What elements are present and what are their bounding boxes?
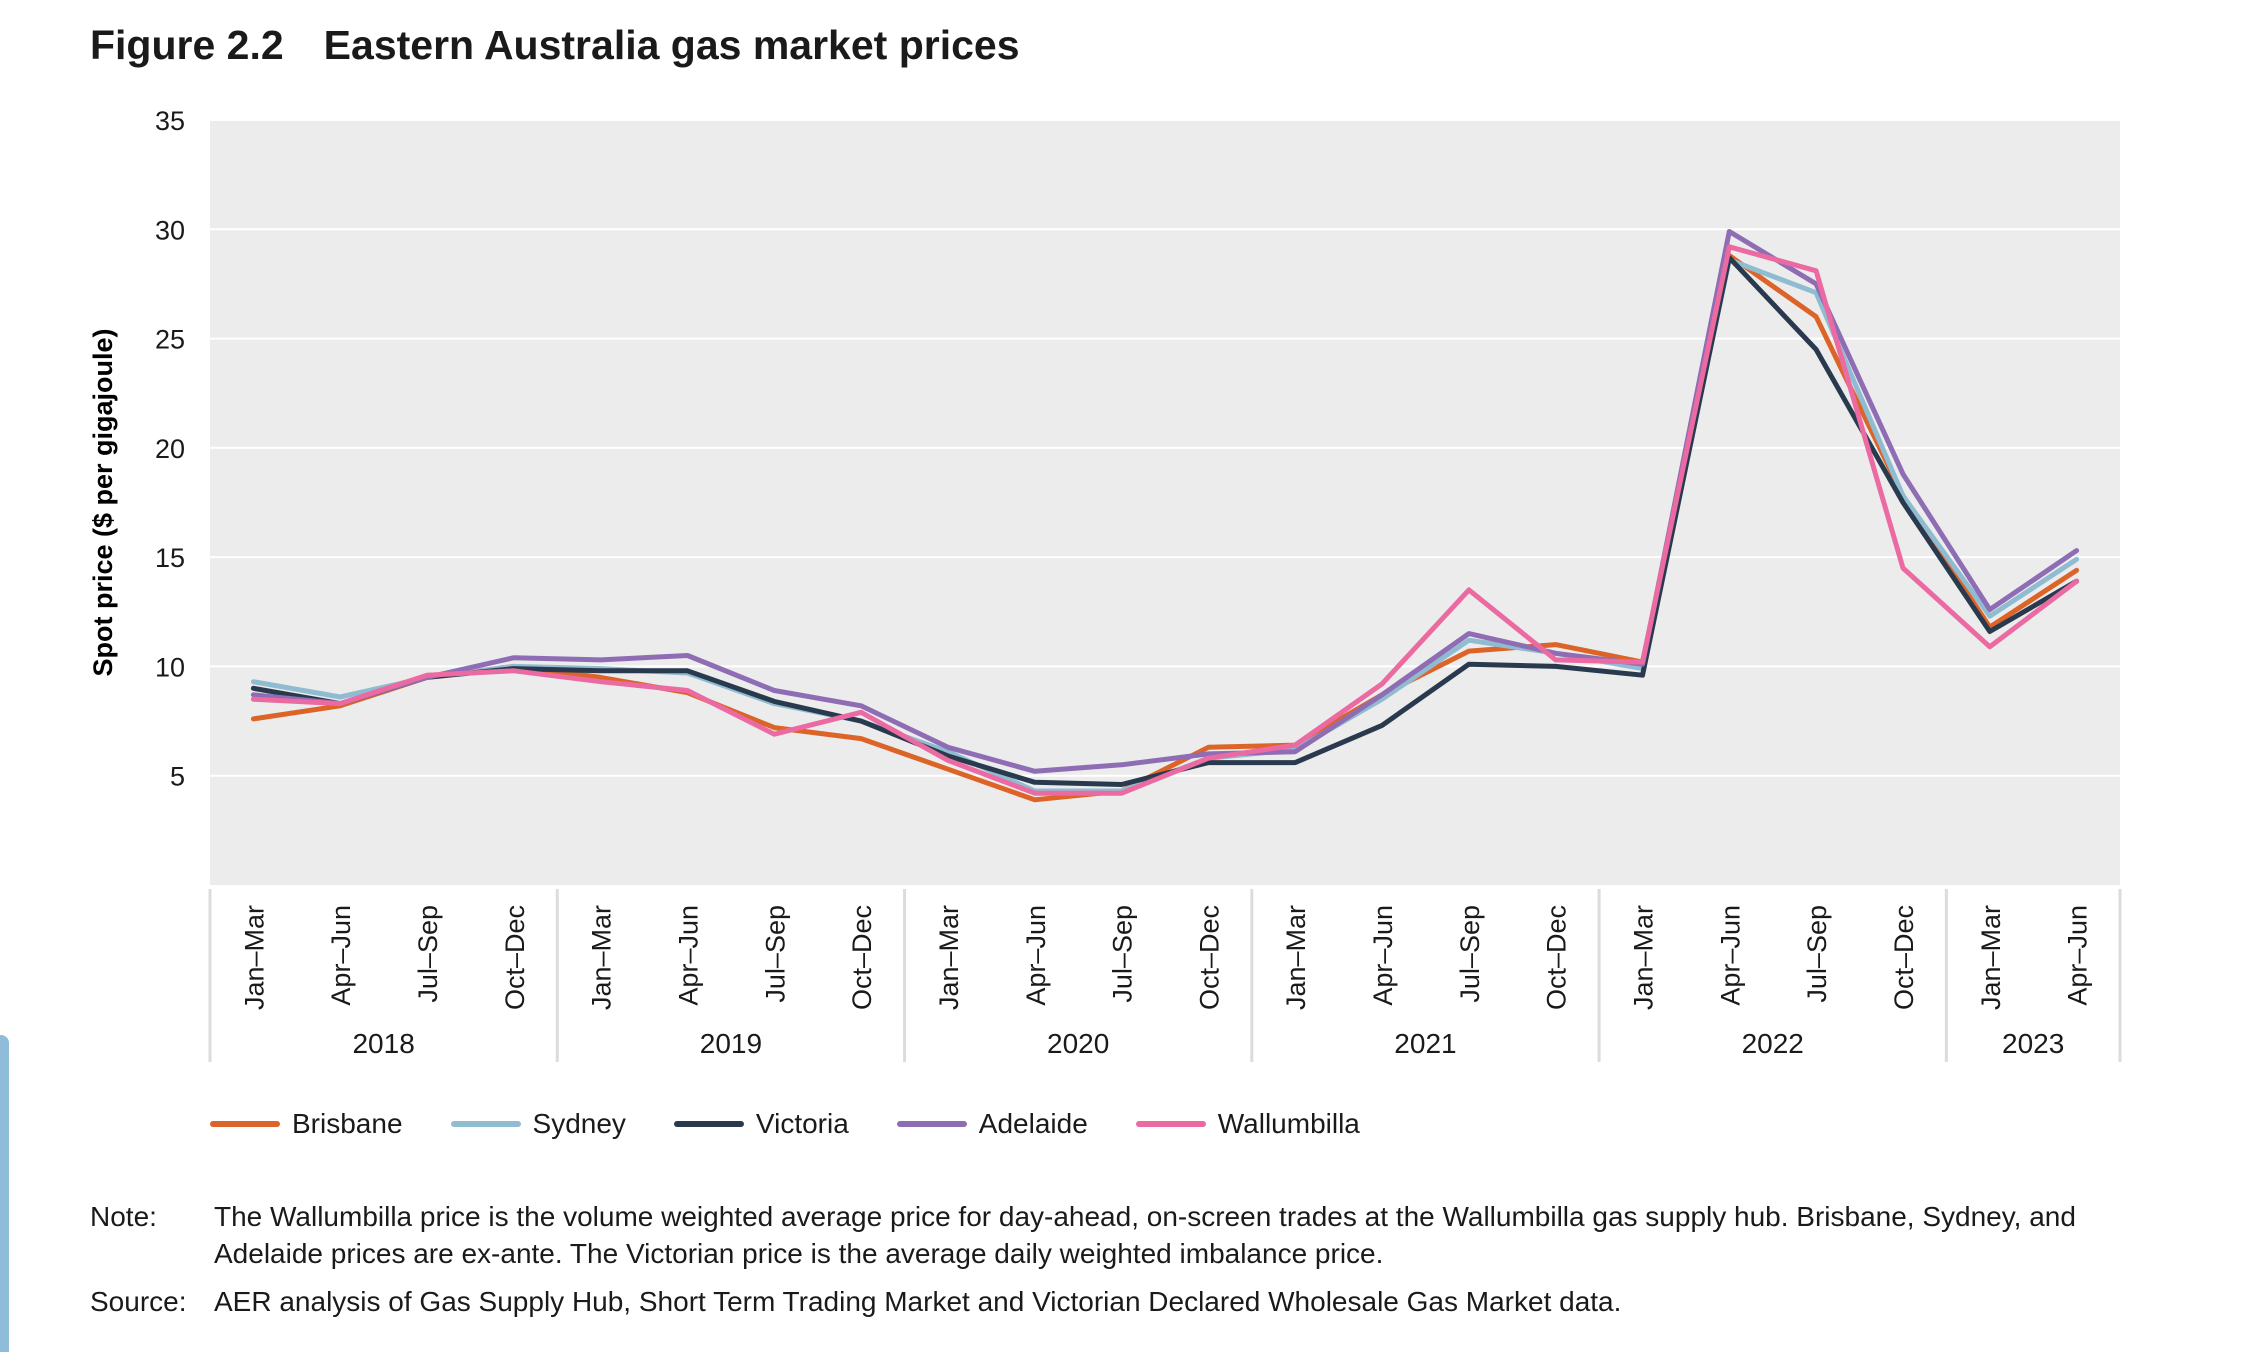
- legend-item: Brisbane: [210, 1108, 403, 1140]
- legend-swatch: [450, 1121, 521, 1127]
- legend: Brisbane Sydney Victoria Adelaide Wallumbill…: [210, 1108, 1408, 1140]
- source-label: Source:: [90, 1286, 187, 1317]
- x-tick-label: Jan–Mar: [1976, 905, 2006, 1010]
- x-year-label: 2022: [1742, 1028, 1804, 1059]
- x-tick-label: Jul–Sep: [1455, 905, 1485, 1003]
- x-year-label: 2019: [700, 1028, 762, 1059]
- x-tick-label: Apr–Jun: [1368, 905, 1398, 1006]
- figure-title-text: Eastern Australia gas market prices: [323, 22, 1020, 68]
- legend-swatch: [673, 1121, 744, 1127]
- legend-item: Sydney: [450, 1108, 626, 1140]
- legend-label: Sydney: [532, 1108, 626, 1139]
- legend-swatch: [896, 1121, 967, 1127]
- legend-item: Victoria: [673, 1108, 849, 1140]
- series-line-wallumbilla: [250, 244, 2080, 796]
- x-tick-label: Oct–Dec: [1889, 905, 1919, 1010]
- x-year-label: 2021: [1394, 1028, 1456, 1059]
- note-text: The Wallumbilla price is the volume weig…: [214, 1201, 2076, 1269]
- x-tick-label: Jul–Sep: [1108, 905, 1138, 1003]
- y-tick-label: 35: [155, 106, 185, 136]
- line-chart: 5 10 15 20 25 30 35 Spot price ($ per gigajoul…: [88, 106, 2122, 1062]
- legend-swatch: [1135, 1121, 1206, 1127]
- y-tick-label: 15: [155, 543, 185, 573]
- x-tick-label: Jul–Sep: [760, 905, 790, 1003]
- y-tick-label: 10: [155, 652, 185, 682]
- x-year-label: 2018: [352, 1028, 414, 1059]
- y-tick-label: 30: [155, 215, 185, 245]
- x-tick-label: Apr–Jun: [1715, 905, 1745, 1006]
- x-tick-label: Jul–Sep: [1802, 905, 1832, 1003]
- x-tick-label: Apr–Jun: [1021, 905, 1051, 1006]
- x-tick-label: Jan–Mar: [1281, 905, 1311, 1010]
- note-label: Note:: [90, 1201, 157, 1232]
- x-tick-label: Jan–Mar: [934, 905, 964, 1010]
- y-tick-label: 25: [155, 325, 185, 355]
- x-tick-label: Jan–Mar: [587, 905, 617, 1010]
- x-year-label: 2020: [1047, 1028, 1109, 1059]
- y-tick-label: 20: [155, 434, 185, 464]
- x-axis: 2018 2019 2020 2021 2022 2023 Jan–Mar Apr–Jun Ju…: [208, 889, 2122, 1062]
- legend-label: Victoria: [755, 1108, 849, 1139]
- x-tick-label: Apr–Jun: [2063, 905, 2093, 1006]
- legend-label: Adelaide: [978, 1108, 1088, 1139]
- legend-label: Wallumbilla: [1217, 1108, 1360, 1139]
- legend-item: Adelaide: [896, 1108, 1088, 1140]
- figure-number: Figure 2.2: [90, 22, 284, 68]
- x-tick-label: Jan–Mar: [1629, 905, 1659, 1010]
- x-tick-label: Apr–Jun: [674, 905, 704, 1006]
- y-axis-ticks: 5 10 15 20 25 30 35: [155, 106, 185, 792]
- y-tick-label: 5: [170, 762, 185, 792]
- series-lines: [250, 229, 2080, 803]
- page-edge-decoration: [0, 1035, 9, 1352]
- x-tick-label: Oct–Dec: [847, 905, 877, 1010]
- legend-item: Wallumbilla: [1135, 1108, 1360, 1140]
- x-tick-label: Oct–Dec: [500, 905, 530, 1010]
- x-tick-label: Jan–Mar: [239, 905, 269, 1010]
- x-tick-label: Jul–Sep: [413, 905, 443, 1003]
- legend-label: Brisbane: [292, 1108, 403, 1139]
- legend-swatch: [210, 1121, 280, 1127]
- x-tick-label: Apr–Jun: [326, 905, 356, 1006]
- source-text: AER analysis of Gas Supply Hub, Short Te…: [214, 1286, 1622, 1317]
- x-tick-label: Oct–Dec: [1194, 905, 1224, 1010]
- figure-title: Figure 2.2 Eastern Australia gas market p…: [90, 22, 1020, 69]
- x-tick-label: Oct–Dec: [1542, 905, 1572, 1010]
- x-year-label: 2023: [2002, 1028, 2064, 1059]
- y-axis-label: Spot price ($ per gigajoule): [88, 328, 118, 676]
